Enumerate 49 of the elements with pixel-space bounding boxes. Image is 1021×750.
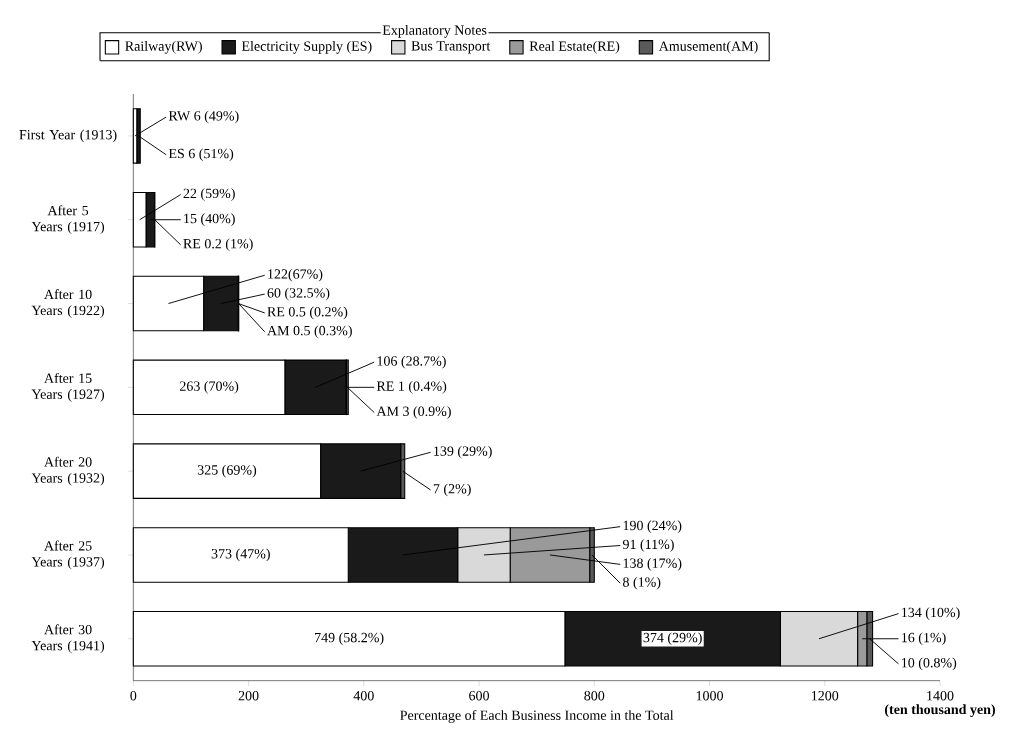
data-label: 22 (59%) xyxy=(183,188,235,201)
y-tick-label: After 30 Years (1941) xyxy=(31,624,105,654)
x-tick-label: 1000 xyxy=(696,690,723,701)
y-tick-label: After 10 Years (1922) xyxy=(31,289,105,318)
data-label: 15 (40%) xyxy=(184,213,235,227)
data-label: AM 3 (0.9%) xyxy=(376,406,451,419)
data-label: 7 (2%) xyxy=(433,483,471,497)
data-label: 138 (17%) xyxy=(623,558,682,571)
x-tick-label: 600 xyxy=(469,690,490,701)
data-label: RE 0.2 (1%) xyxy=(183,238,253,252)
x-tick-label: 200 xyxy=(238,690,259,701)
y-tick-label: After 20 Years (1932) xyxy=(31,456,105,486)
data-label: 106 (28.7%) xyxy=(377,355,446,369)
data-label: 373 (47%) xyxy=(211,548,270,562)
data-label: 8 (1%) xyxy=(623,576,661,590)
data-label: 749 (58.2%) xyxy=(315,632,384,646)
data-label: 263 (70%) xyxy=(179,380,239,394)
data-label: RW 6 (49%) xyxy=(168,110,239,124)
data-label: 139 (29%) xyxy=(434,445,492,459)
data-label: 374 (29%) xyxy=(643,632,702,646)
x-tick-label: 0 xyxy=(130,690,137,701)
y-tick-label: After 25 Years (1937) xyxy=(31,540,105,570)
legend-title: Explanatory Notes xyxy=(382,25,487,38)
data-label: AM 0.5 (0.3%) xyxy=(267,325,352,339)
legend-label: Amusement(AM) xyxy=(658,40,758,54)
text: (ten thousand yen) xyxy=(884,704,995,717)
y-tick-label: After 15 Years (1927) xyxy=(31,372,105,402)
y-tick-label: First Year (1913) xyxy=(19,129,117,143)
legend-label: Bus Transport xyxy=(411,41,491,54)
data-label: 122(67%) xyxy=(268,268,323,282)
data-label: 325 (69%) xyxy=(197,464,257,478)
x-axis-title: Percentage of Each Business Income in the Total xyxy=(400,709,674,723)
data-label: RE 0.5 (0.2%) xyxy=(267,306,348,320)
x-tick-label: 1400 xyxy=(927,690,954,701)
y-tick-label: After 5 Years (1917) xyxy=(31,205,105,235)
data-label: 16 (1%) xyxy=(902,632,946,646)
legend-label: Railway(RW) xyxy=(125,40,202,54)
data-label: 134 (10%) xyxy=(902,607,960,620)
data-label: ES 6 (51%) xyxy=(168,148,234,162)
data-label: 10 (0.8%) xyxy=(902,657,957,671)
data-label: RE 1 (0.4%) xyxy=(376,380,447,394)
data-label: 91 (11%) xyxy=(622,539,674,552)
data-label: 190 (24%) xyxy=(623,520,682,533)
x-tick-label: 400 xyxy=(353,690,374,701)
legend-label: Electricity Supply (ES) xyxy=(241,40,372,54)
data-label: 60 (32.5%) xyxy=(267,287,330,301)
x-tick-label: 1200 xyxy=(812,690,839,701)
legend-label: Real Estate(RE) xyxy=(529,40,620,54)
x-tick-label: 800 xyxy=(584,690,605,701)
